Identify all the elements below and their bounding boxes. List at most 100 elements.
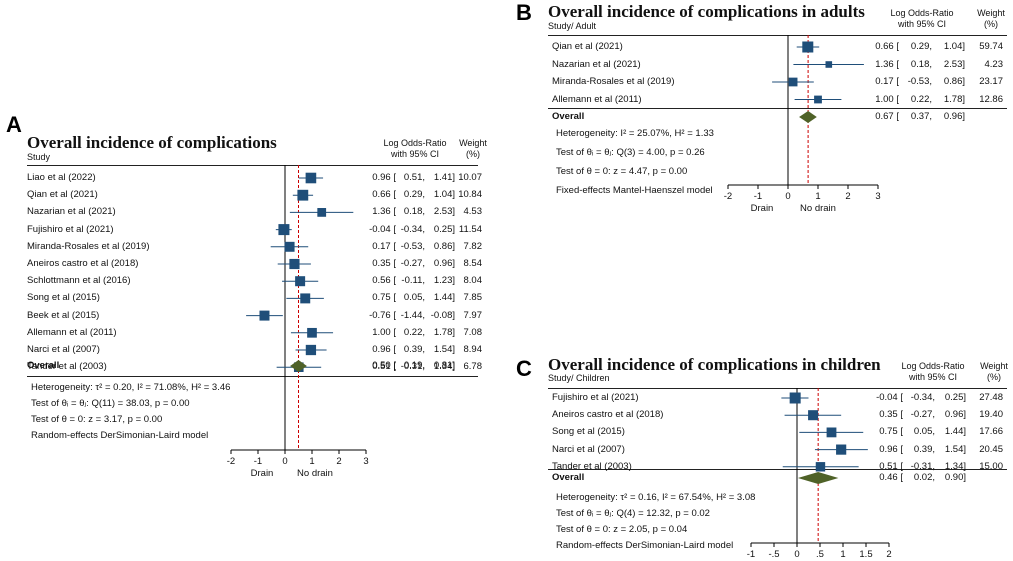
study-label: Nazarian et al (2021) xyxy=(27,206,116,218)
study-marker xyxy=(815,462,826,472)
overall-label: Overall xyxy=(552,111,585,122)
study-estimate: 1.36 [ xyxy=(875,58,899,70)
x-tick-label: -1 xyxy=(254,456,262,467)
study-estimate: 0.96 [ xyxy=(879,443,903,455)
overall-estimate: 0.67 [ xyxy=(875,111,899,122)
study-ci-high: 1.04] xyxy=(943,41,965,52)
study-ci-low: -0.27, xyxy=(910,409,935,421)
heterogeneity-stat: Heterogeneity: τ² = 0.20, I² = 71.08%, H… xyxy=(31,382,231,393)
heterogeneity-stat: Heterogeneity: τ² = 0.16, I² = 67.54%, H… xyxy=(556,492,756,503)
study-marker xyxy=(788,77,798,87)
study-column-header: Study xyxy=(27,152,51,162)
x-tick-label: 0 xyxy=(794,549,799,560)
study-estimate: 0.17 [ xyxy=(372,240,396,252)
heterogeneity-stat: Random-effects DerSimonian-Laird model xyxy=(556,540,734,551)
study-ci-low: -0.53, xyxy=(400,240,425,252)
study-estimate: -0.04 [ xyxy=(369,223,396,235)
study-label: Tander et al (2003) xyxy=(552,460,632,472)
x-label-no-drain: No drain xyxy=(297,468,333,479)
study-ci-low: 0.39, xyxy=(913,443,935,455)
study-estimate: 1.36 [ xyxy=(372,206,396,218)
weight-header-line: (%) xyxy=(465,149,480,159)
study-weight: 11.54 xyxy=(458,223,482,235)
study-ci-high: 1.41] xyxy=(433,172,455,183)
study-marker xyxy=(259,310,270,321)
overall-ci-low: 0.37, xyxy=(910,111,932,122)
study-weight: 15.00 xyxy=(979,460,1003,472)
study-weight: 59.74 xyxy=(979,41,1003,52)
overall-label: Overall xyxy=(27,360,60,371)
study-label: Aneiros castro et al (2018) xyxy=(27,258,139,269)
footer-rule xyxy=(548,108,1007,109)
study-weight: 17.66 xyxy=(979,426,1003,438)
x-tick-label: 2 xyxy=(336,456,341,467)
heterogeneity-stat: Fixed-effects Mantel-Haenszel model xyxy=(556,185,713,196)
effect-header-line: Log Odds-Ratio xyxy=(901,361,965,371)
study-ci-low: -0.31, xyxy=(910,460,935,472)
study-ci-high: 0.96] xyxy=(433,258,455,269)
weight-header-line: Weight xyxy=(459,138,487,148)
study-marker xyxy=(825,61,833,68)
study-weight: 10.07 xyxy=(458,172,482,183)
overall-estimate: 0.50 [ xyxy=(372,360,396,371)
study-ci-high: 2.53] xyxy=(433,206,455,218)
study-marker xyxy=(836,444,847,455)
study-ci-low: -0.53, xyxy=(907,76,932,87)
effect-header-line: Log Odds-Ratio xyxy=(890,8,954,18)
study-estimate: 1.00 [ xyxy=(372,326,396,338)
effect-header-line: Log Odds-Ratio xyxy=(383,138,447,148)
study-estimate: 0.96 [ xyxy=(372,172,396,183)
study-estimate: 0.75 [ xyxy=(372,292,396,304)
study-marker xyxy=(789,392,801,404)
panel-letter: B xyxy=(516,0,532,25)
heterogeneity-stat: Random-effects DerSimonian-Laird model xyxy=(31,430,209,441)
study-ci-low: -1.44, xyxy=(400,309,425,321)
chart-title: Overall incidence of complications in ch… xyxy=(548,355,881,374)
study-ci-low: 0.22, xyxy=(910,93,932,105)
study-ci-high: 2.53] xyxy=(943,58,965,70)
study-weight: 7.08 xyxy=(463,326,483,338)
overall-ci-high: 0.90] xyxy=(944,472,966,483)
x-tick-label: .5 xyxy=(816,549,824,560)
overall-diamond xyxy=(799,111,817,123)
x-tick-label: 1 xyxy=(840,549,845,560)
study-label: Narci et al (2007) xyxy=(552,443,625,455)
x-tick-label: 0 xyxy=(282,456,287,467)
study-weight: 4.53 xyxy=(463,206,483,218)
overall-ci-low: 0.02, xyxy=(913,472,935,483)
heterogeneity-stat: Test of θᵢ = θⱼ: Q(3) = 4.00, p = 0.26 xyxy=(556,147,705,158)
study-ci-low: -0.31, xyxy=(400,361,425,373)
study-ci-high: 1.34] xyxy=(944,460,966,472)
heterogeneity-stat: Test of θ = 0: z = 3.17, p = 0.00 xyxy=(31,414,163,425)
study-label: Allemann et al (2011) xyxy=(552,93,642,105)
study-ci-low: 0.18, xyxy=(403,206,425,218)
study-label: Qian et al (2021) xyxy=(27,189,98,201)
header-rule xyxy=(548,35,1007,36)
x-tick-label: 2 xyxy=(845,191,850,202)
study-ci-low: -0.34, xyxy=(910,392,935,403)
effect-header-line: with 95% CI xyxy=(897,19,947,29)
x-label-drain: Drain xyxy=(751,203,774,214)
study-estimate: 0.56 [ xyxy=(372,275,396,287)
study-weight: 7.85 xyxy=(463,292,483,304)
study-estimate: 0.75 [ xyxy=(879,426,903,438)
study-marker xyxy=(814,95,822,104)
study-weight: 8.04 xyxy=(463,275,483,287)
x-tick-label: -1 xyxy=(754,191,762,202)
study-estimate: 0.66 [ xyxy=(372,189,396,201)
heterogeneity-stat: Test of θ = 0: z = 2.05, p = 0.04 xyxy=(556,524,688,535)
header-rule xyxy=(27,165,478,166)
study-marker xyxy=(284,241,295,252)
x-tick-label: 0 xyxy=(785,191,790,202)
study-ci-low: 0.39, xyxy=(403,344,425,355)
x-label-drain: Drain xyxy=(251,468,274,479)
study-label: Song et al (2015) xyxy=(27,292,100,304)
study-marker xyxy=(826,427,837,438)
study-ci-high: 1.44] xyxy=(944,426,966,438)
study-ci-high: 1.78] xyxy=(433,326,455,338)
x-tick-label: 1.5 xyxy=(859,549,872,560)
study-label: Nazarian et al (2021) xyxy=(552,58,641,70)
weight-column-header: Weight (%) xyxy=(459,138,487,160)
study-ci-high: 1.34] xyxy=(433,361,455,373)
